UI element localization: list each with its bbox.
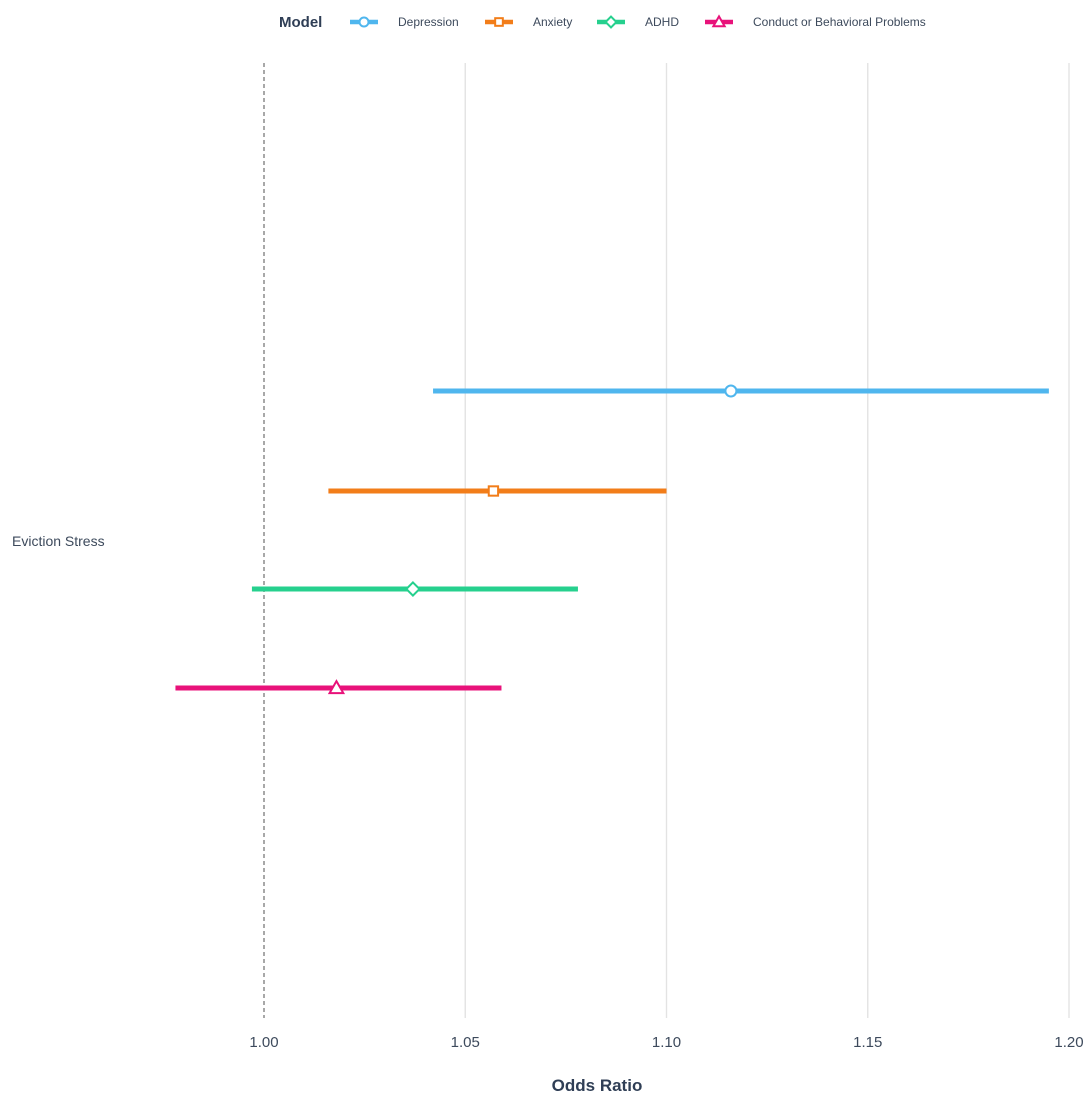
estimate-point-triangle	[327, 679, 346, 695]
legend-key-square	[494, 17, 504, 27]
x-tick-label: 1.05	[451, 1034, 480, 1051]
grid-layer	[464, 63, 1070, 1018]
y-category-label: Eviction Stress	[12, 533, 105, 549]
x-tick-label: 1.20	[1054, 1034, 1083, 1051]
x-axis-title: Odds Ratio	[552, 1076, 643, 1095]
legend-label: Conduct or Behavioral Problems	[753, 15, 926, 29]
legend-key-triangle	[711, 14, 727, 28]
axis-layer: 1.00 1.05 1.10 1.15 1.20 Eviction Stress Odds …	[12, 533, 1084, 1095]
legend-label: Depression	[398, 15, 459, 29]
estimate-point-circle	[724, 384, 738, 398]
x-tick-label: 1.15	[853, 1034, 882, 1051]
legend-key-circle	[358, 16, 370, 28]
x-tick-label: 1.00	[249, 1034, 278, 1051]
legend-label: Anxiety	[533, 15, 572, 29]
estimate-point-diamond	[404, 580, 421, 598]
x-tick-label: 1.10	[652, 1034, 681, 1051]
estimate-point-square	[487, 485, 500, 497]
legend-title: Model	[279, 14, 322, 31]
legend-label: ADHD	[645, 15, 679, 29]
legend-key-diamond	[604, 15, 618, 29]
data-layer	[175, 384, 1049, 695]
legend: Model Depression Anxiety ADHD Conduct or Beh…	[279, 14, 926, 31]
